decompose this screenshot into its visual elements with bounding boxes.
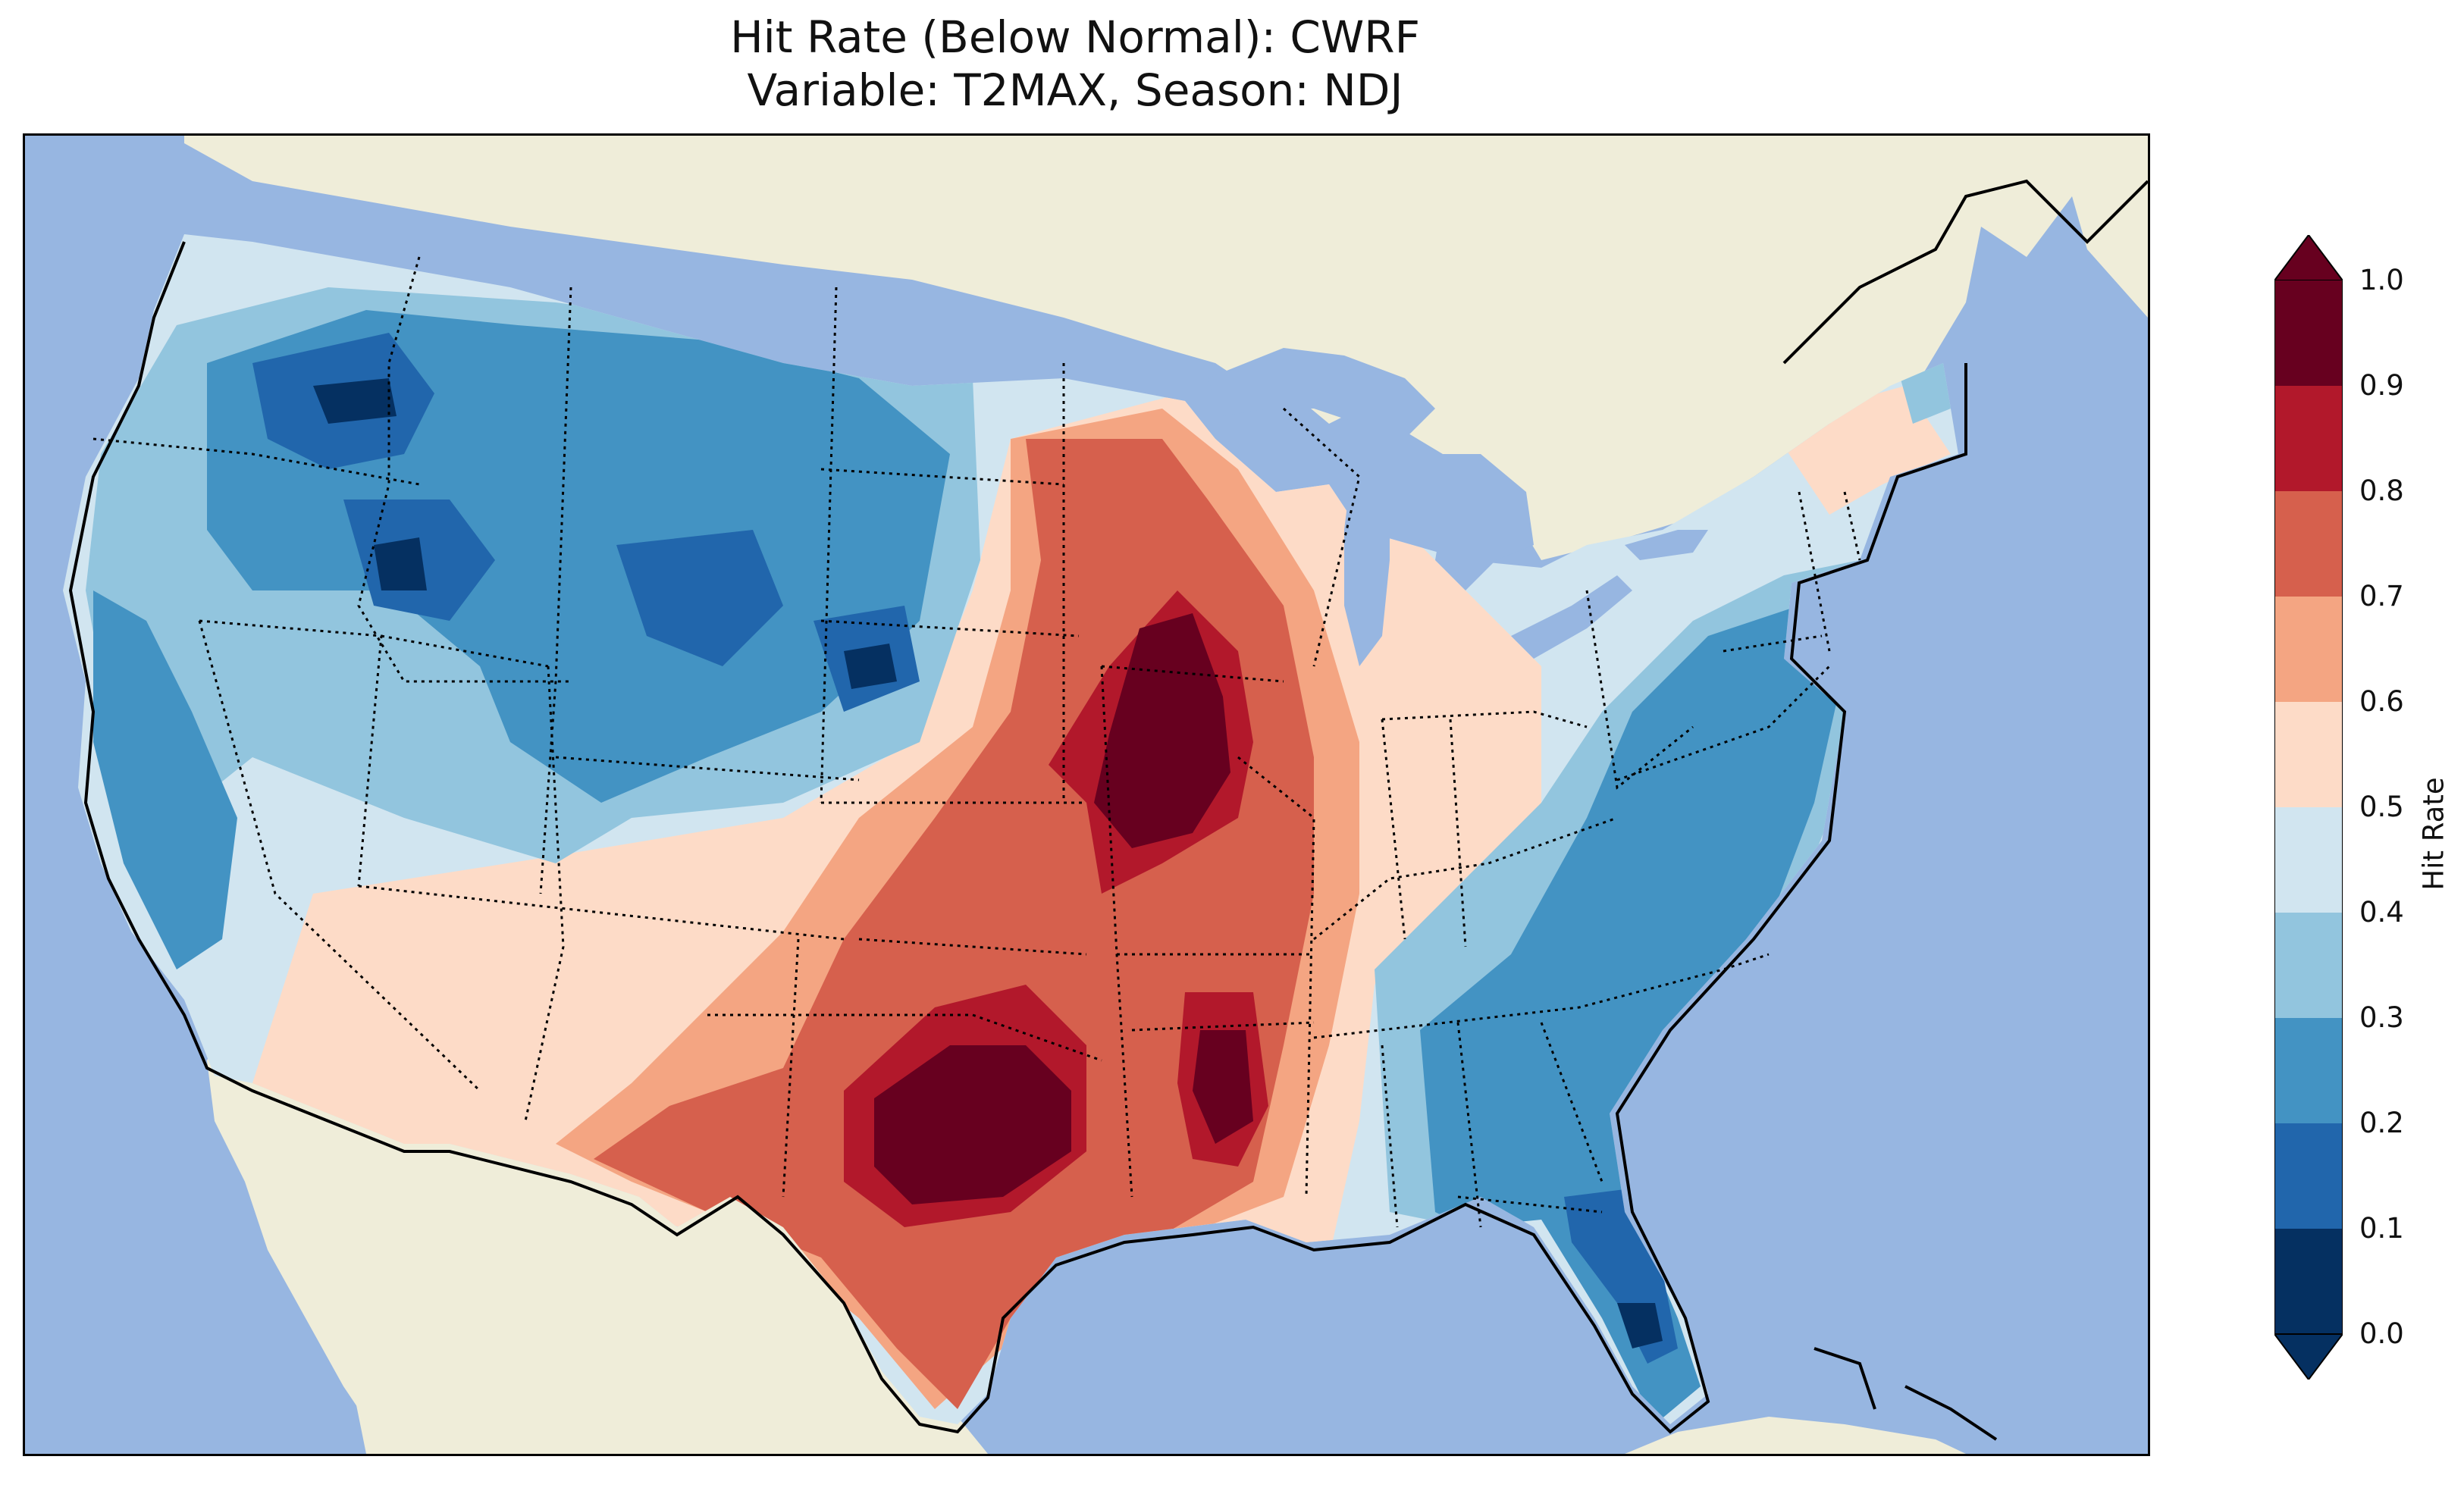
colorbar-tick: 0.4	[2359, 896, 2404, 929]
colorbar-tick: 0.8	[2359, 475, 2404, 507]
colorbar	[2274, 235, 2343, 1380]
colorbar-label: Hit Rate	[2417, 777, 2450, 891]
colorbar-tick: 0.3	[2359, 1001, 2404, 1034]
colorbar-tick: 1.0	[2359, 264, 2404, 296]
mexico-land	[207, 1045, 988, 1454]
lake-ontario	[1625, 530, 1708, 560]
colorbar-bin-0.1	[2274, 1123, 2343, 1229]
field-bin-0.0-wy	[844, 644, 897, 689]
lake-erie	[1511, 575, 1632, 659]
cuba-land	[1625, 1417, 1966, 1454]
colorbar-tick: 0.2	[2359, 1107, 2404, 1139]
colorbar-bin-0.5	[2274, 702, 2343, 807]
state-borders	[92, 256, 1861, 1228]
colorbar-tick: 0.7	[2359, 580, 2404, 612]
colorbar-tick: 0.5	[2359, 791, 2404, 823]
colorbar-bin-0.8	[2274, 386, 2343, 491]
field-bin-0.0-west	[313, 378, 397, 424]
coastlines	[68, 179, 2148, 1441]
us-map	[25, 136, 2148, 1454]
colorbar-bin-0.9	[2274, 280, 2343, 386]
colorbar-tick: 0.6	[2359, 685, 2404, 718]
field-bin-0.9	[1094, 613, 1230, 848]
field-bin-0.2-east	[1420, 606, 1845, 1424]
colorbar-extend-min	[2274, 1333, 2343, 1380]
baja-land	[207, 1060, 434, 1454]
colorbar-tick: 0.0	[2359, 1317, 2404, 1350]
field-bin-0.9-tx	[874, 1045, 1071, 1204]
colorbar-bin-0.7	[2274, 491, 2343, 597]
field-bin-0.1-wy	[616, 530, 783, 666]
great-lakes	[1208, 348, 1708, 666]
chart-title: Hit Rate (Below Normal): CWRF Variable: …	[23, 11, 2127, 117]
canada-land	[184, 136, 2148, 560]
lake-superior	[1208, 348, 1435, 439]
field-bin-0.0-fl	[1617, 1303, 1663, 1348]
lake-michigan	[1344, 469, 1390, 666]
colorbar-tick: 0.9	[2359, 369, 2404, 402]
colorbar-bin-0.0	[2274, 1229, 2343, 1334]
colorbar-bin-0.4	[2274, 807, 2343, 913]
field-bin-0.9-ar	[1193, 1030, 1253, 1144]
colorbar-bin-0.3	[2274, 913, 2343, 1018]
lake-huron	[1412, 454, 1534, 590]
field-bin-0.2-coast	[93, 590, 237, 969]
colorbar-bin-0.6	[2274, 597, 2343, 702]
colorbar-tick: 0.1	[2359, 1212, 2404, 1245]
field-bin-0.0-id	[374, 537, 427, 590]
title-line-1: Hit Rate (Below Normal): CWRF	[730, 11, 1420, 63]
colorbar-bin-0.2	[2274, 1018, 2343, 1123]
map-panel	[23, 133, 2150, 1456]
colorbar-extend-max	[2274, 235, 2343, 281]
title-line-2: Variable: T2MAX, Season: NDJ	[747, 64, 1403, 116]
